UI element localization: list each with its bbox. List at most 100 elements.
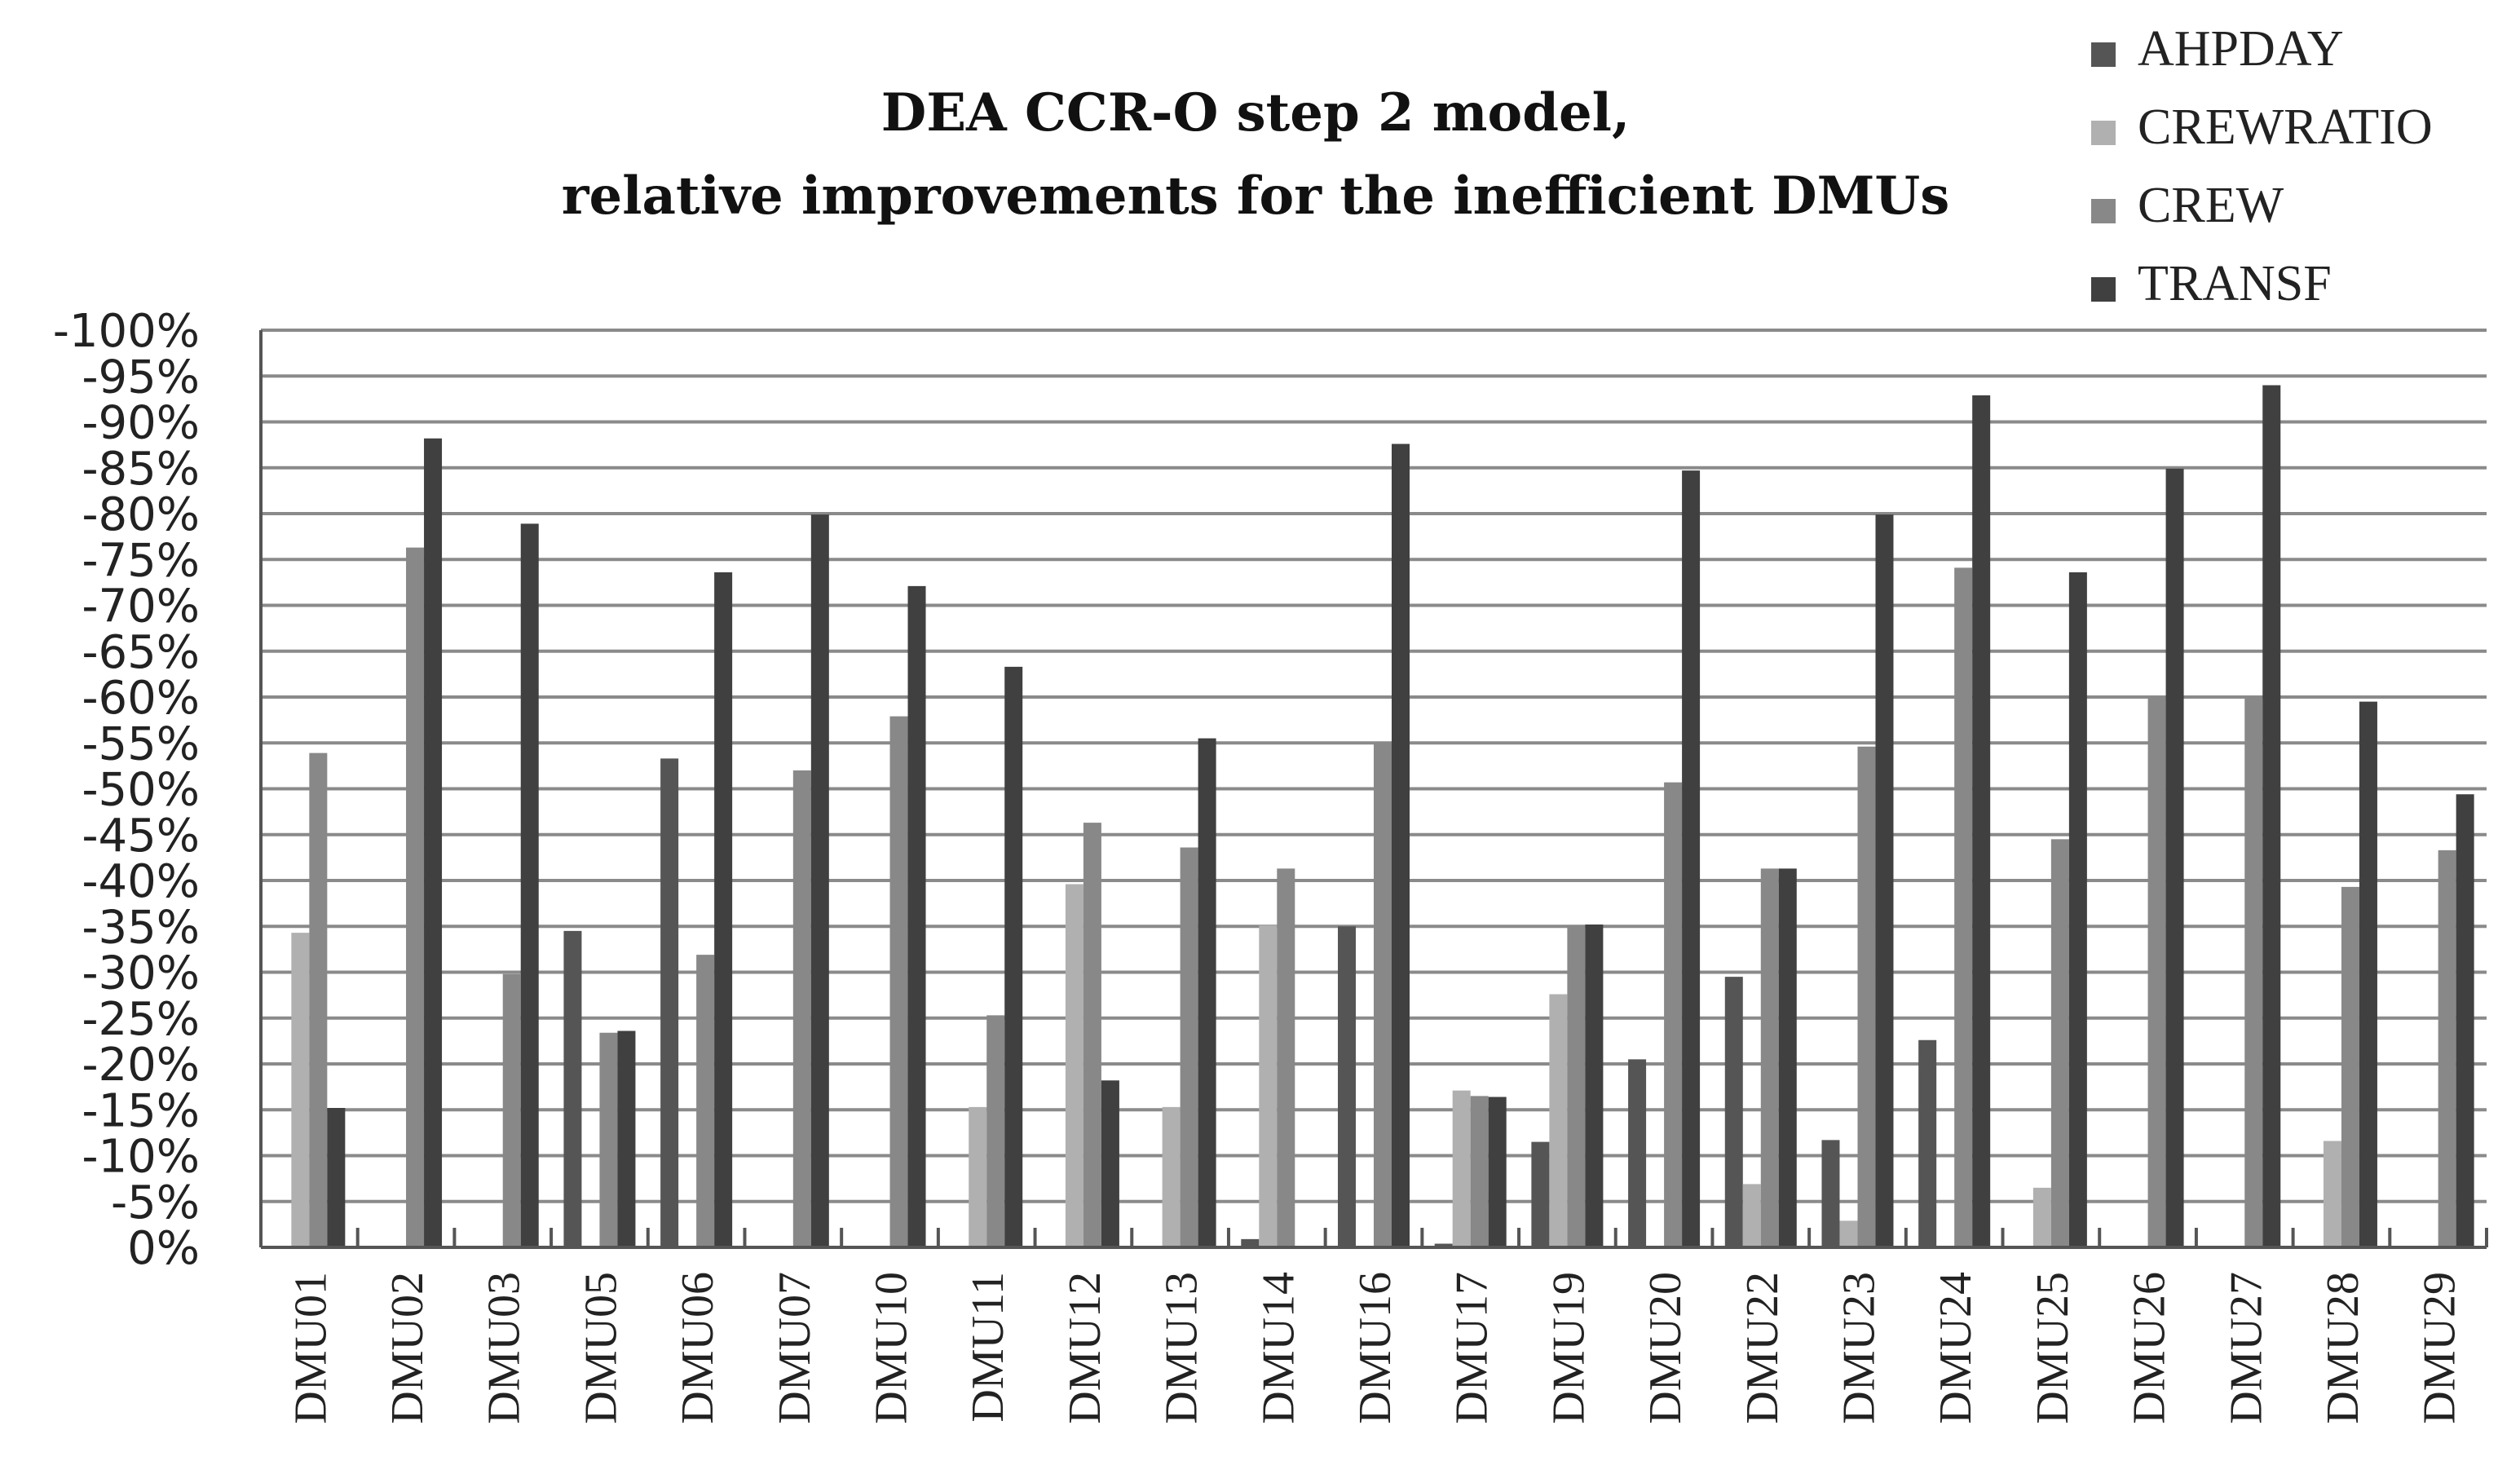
- legend-swatch: [2091, 42, 2116, 67]
- x-tick-label: DMU26: [2125, 1272, 2175, 1424]
- x-tick-label: DMU05: [576, 1272, 626, 1424]
- bar-crew-dmu17: [1470, 1096, 1489, 1247]
- x-tick-label: DMU07: [770, 1272, 820, 1424]
- y-tick-label: -80%: [82, 488, 200, 541]
- x-tick-label: DMU17: [1447, 1272, 1498, 1424]
- bar-crewratio-dmu11: [969, 1106, 987, 1247]
- y-tick-label: -15%: [82, 1084, 200, 1137]
- y-tick-label: -30%: [82, 947, 200, 1000]
- bar-transf-dmu24: [1972, 395, 1991, 1247]
- bar-transf-dmu17: [1488, 1097, 1507, 1247]
- bar-transf-dmu12: [1101, 1080, 1119, 1247]
- bar-ahpday-dmu20: [1628, 1059, 1647, 1247]
- bar-crew-dmu29: [2438, 850, 2456, 1247]
- x-tick-label: DMU11: [963, 1272, 1013, 1423]
- x-tick-label: DMU01: [285, 1272, 336, 1424]
- y-tick-label: -70%: [82, 580, 200, 633]
- x-tick-label: DMU03: [479, 1272, 530, 1424]
- axes: [259, 330, 2488, 1249]
- y-axis-ticks: -100%-95%-90%-85%-80%-75%-70%-65%-60%-55…: [53, 305, 200, 1275]
- bar-transf-dmu13: [1198, 738, 1216, 1247]
- bar-ahpday-dmu05: [563, 930, 582, 1247]
- y-tick-label: -85%: [82, 443, 200, 496]
- bar-crewratio-dmu19: [1549, 994, 1568, 1247]
- legend-item: AHPDAY: [2091, 21, 2344, 77]
- x-axis-ticks: DMU01 DMU02 DMU03 DMU05 DMU06 DMU07 DMU10 DMU11…: [285, 1272, 2465, 1424]
- bar-crew-dmu24: [1954, 567, 1973, 1247]
- bar-crew-dmu12: [1083, 823, 1101, 1247]
- bar-crewratio-dmu14: [1259, 925, 1278, 1247]
- bar-transf-dmu25: [2068, 572, 2087, 1247]
- bar-crew-dmu23: [1857, 746, 1876, 1247]
- legend: AHPDAY CREWRATIO CREW TRANSF: [2091, 21, 2433, 311]
- legend-label: AHPDAY: [2138, 21, 2344, 77]
- x-tick-label: DMU25: [2028, 1272, 2078, 1424]
- bar-transf-dmu07: [810, 514, 829, 1247]
- bar-crew-dmu06: [696, 955, 715, 1247]
- x-tick-label: DMU29: [2415, 1272, 2465, 1424]
- x-tick-label: DMU14: [1253, 1272, 1304, 1424]
- bar-transf-dmu01: [327, 1108, 346, 1247]
- chart-title-line-2: relative improvements for the inefficien…: [562, 165, 1950, 227]
- x-tick-label: DMU13: [1157, 1272, 1207, 1424]
- y-tick-label: -25%: [82, 993, 200, 1046]
- bar-transf-dmu05: [617, 1030, 636, 1247]
- bar-crew-dmu10: [889, 716, 908, 1247]
- bar-crewratio-dmu01: [291, 933, 310, 1247]
- legend-swatch: [2091, 277, 2116, 302]
- bar-crewratio-dmu12: [1065, 884, 1083, 1247]
- bar-ahpday-dmu23: [1821, 1140, 1840, 1247]
- bar-crew-dmu20: [1664, 782, 1683, 1247]
- legend-item: TRANSF: [2091, 256, 2332, 311]
- bar-transf-dmu26: [2165, 468, 2184, 1247]
- bar-transf-dmu10: [907, 585, 926, 1247]
- bar-crewratio-dmu17: [1452, 1090, 1471, 1247]
- bar-crew-dmu07: [792, 770, 811, 1247]
- bar-ahpday-dmu06: [660, 758, 679, 1247]
- y-tick-label: -50%: [82, 764, 200, 817]
- y-tick-label: -55%: [82, 717, 200, 770]
- bar-crew-dmu22: [1760, 868, 1779, 1247]
- x-tick-label: DMU19: [1543, 1272, 1594, 1424]
- legend-swatch: [2091, 199, 2116, 223]
- bar-crew-dmu16: [1374, 743, 1392, 1247]
- x-tick-label: DMU24: [1931, 1272, 1981, 1424]
- bar-crew-dmu13: [1180, 847, 1198, 1247]
- bar-transf-dmu19: [1585, 925, 1604, 1247]
- bar-transf-dmu06: [714, 572, 733, 1247]
- bar-crew-dmu26: [2147, 697, 2166, 1247]
- x-tick-label: DMU22: [1737, 1272, 1788, 1424]
- bar-crew-dmu14: [1277, 868, 1295, 1247]
- legend-swatch: [2091, 121, 2116, 145]
- y-tick-label: -95%: [82, 351, 200, 404]
- x-tick-label: DMU20: [1640, 1272, 1691, 1424]
- bar-crewratio-dmu25: [2032, 1187, 2051, 1247]
- chart-title-line-1: DEA CCR-O step 2 model,: [881, 82, 1631, 143]
- x-tick-label: DMU16: [1350, 1272, 1401, 1424]
- bar-crew-dmu01: [309, 752, 328, 1247]
- bar-transf-dmu22: [1778, 868, 1797, 1247]
- bar-transf-dmu03: [520, 523, 539, 1247]
- y-tick-label: -5%: [111, 1176, 200, 1229]
- x-tick-label: DMU28: [2318, 1272, 2368, 1424]
- bar-ahpday-dmu17: [1434, 1243, 1453, 1247]
- x-tick-label: DMU27: [2221, 1272, 2271, 1424]
- legend-label: CREWRATIO: [2138, 99, 2433, 155]
- bar-crew-dmu02: [406, 547, 425, 1247]
- bar-crew-dmu03: [502, 973, 521, 1247]
- bar-transf-dmu23: [1875, 514, 1894, 1247]
- bar-ahpday-dmu16: [1338, 926, 1356, 1247]
- bar-crewratio-dmu28: [2323, 1141, 2341, 1247]
- y-tick-label: -40%: [82, 855, 200, 908]
- bar-transf-dmu11: [1004, 666, 1023, 1247]
- bar-transf-dmu29: [2456, 794, 2474, 1247]
- y-tick-label: -60%: [82, 672, 200, 725]
- bar-ahpday-dmu14: [1241, 1238, 1260, 1247]
- y-tick-label: -20%: [82, 1039, 200, 1092]
- x-tick-label: DMU10: [867, 1272, 917, 1424]
- bar-transf-dmu20: [1682, 470, 1701, 1247]
- y-tick-label: -10%: [82, 1131, 200, 1184]
- bar-transf-dmu16: [1392, 444, 1410, 1247]
- bar-crewratio-dmu23: [1839, 1220, 1858, 1247]
